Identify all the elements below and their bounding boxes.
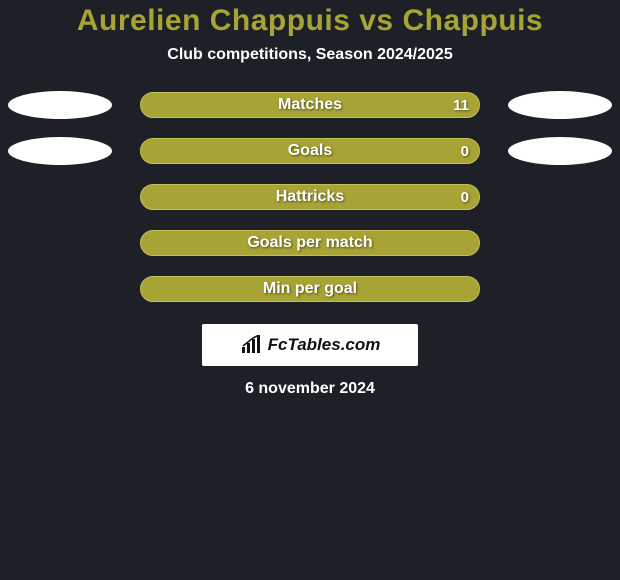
stat-row: Goals per match [0, 230, 620, 256]
stat-value: 0 [461, 189, 469, 206]
footer-date: 6 november 2024 [245, 380, 375, 398]
stat-label: Goals per match [247, 234, 372, 252]
brand-text: FcTables.com [268, 335, 381, 355]
stat-label: Matches [278, 96, 342, 114]
comparison-infographic: Aurelien Chappuis vs Chappuis Club compe… [0, 0, 620, 580]
stat-row: Matches 11 [0, 92, 620, 118]
stat-label: Hattricks [276, 188, 344, 206]
player-marker-left [8, 91, 112, 119]
stat-bar: Min per goal [140, 276, 480, 302]
stat-rows: Matches 11 Goals 0 Hattricks 0 Goals per match… [0, 92, 620, 302]
stat-bar: Goals 0 [140, 138, 480, 164]
stat-value: 0 [461, 143, 469, 160]
stat-value: 11 [453, 97, 469, 114]
stat-bar: Hattricks 0 [140, 184, 480, 210]
player-marker-right [508, 91, 612, 119]
stat-row: Goals 0 [0, 138, 620, 164]
stat-bar: Goals per match [140, 230, 480, 256]
stat-row: Hattricks 0 [0, 184, 620, 210]
stat-row: Min per goal [0, 276, 620, 302]
chart-icon [240, 335, 264, 355]
stat-bar: Matches 11 [140, 92, 480, 118]
page-title: Aurelien Chappuis vs Chappuis [77, 4, 543, 38]
player-marker-right [508, 137, 612, 165]
player-marker-left [8, 137, 112, 165]
stat-label: Min per goal [263, 280, 357, 298]
page-subtitle: Club competitions, Season 2024/2025 [167, 46, 452, 64]
brand-box: FcTables.com [202, 324, 418, 366]
stat-label: Goals [288, 142, 332, 160]
